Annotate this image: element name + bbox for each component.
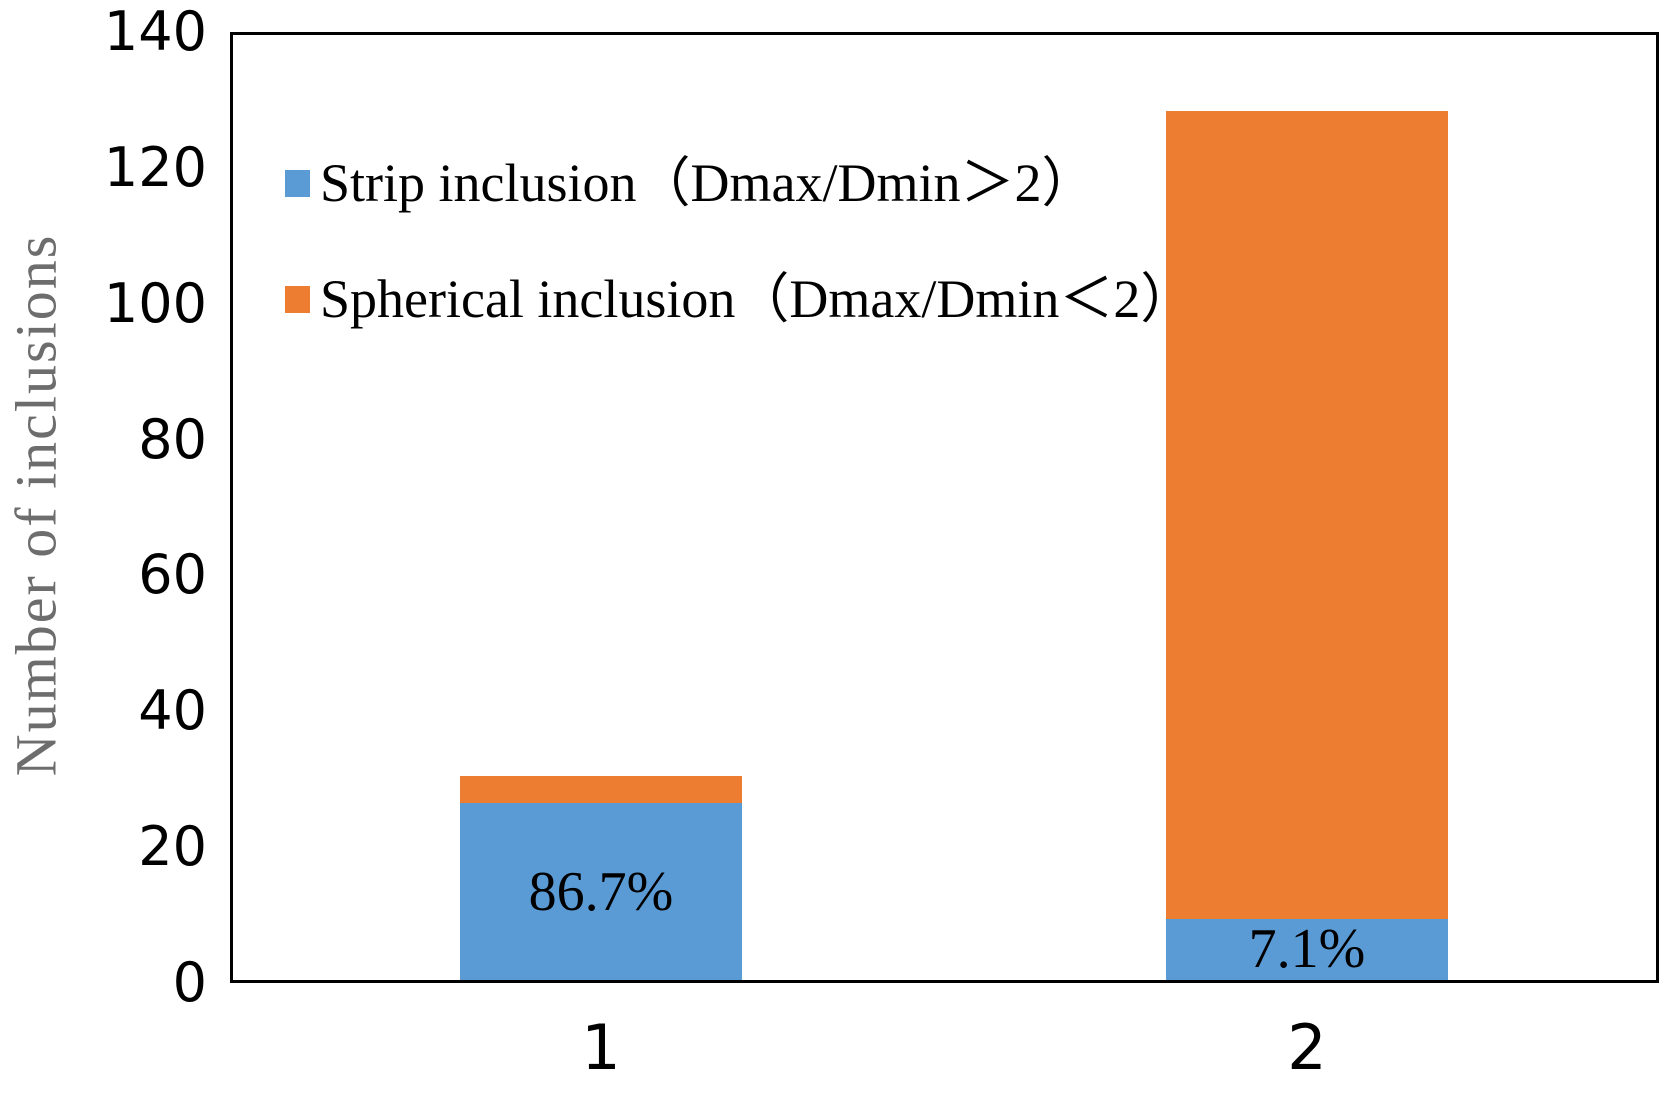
bar-1-segment-1: [460, 776, 742, 804]
legend-label: Strip inclusion（Dmax/Dmin＞2）: [320, 153, 1096, 213]
bar-2-segment-0: [1166, 918, 1448, 980]
legend-item-1: Spherical inclusion（Dmax/Dmin＜2）: [285, 263, 1194, 335]
x-tick-label-1: 1: [581, 1011, 621, 1084]
legend-square-icon: [285, 285, 310, 313]
legend-item-0: Strip inclusion（Dmax/Dmin＞2）: [285, 147, 1194, 219]
bar-2-percentage-label: 7.1%: [1248, 918, 1366, 981]
legend-label: Spherical inclusion（Dmax/Dmin＜2）: [320, 269, 1195, 329]
y-tick-label-0: 0: [172, 951, 207, 1014]
plot-area: Strip inclusion（Dmax/Dmin＞2） Spherical in…: [230, 32, 1659, 983]
y-tick-label-60: 60: [138, 543, 207, 607]
x-tick-label-2: 2: [1287, 1011, 1327, 1084]
legend: Strip inclusion（Dmax/Dmin＞2） Spherical in…: [285, 147, 1194, 379]
bar-2-segment-1: [1166, 110, 1448, 919]
y-tick-label-100: 100: [103, 271, 207, 335]
y-tick-label-140: 140: [103, 0, 207, 63]
bar-1-segment-0: [460, 803, 742, 980]
y-tick-label-20: 20: [138, 815, 207, 879]
y-tick-label-120: 120: [103, 135, 207, 199]
y-tick-label-40: 40: [138, 679, 207, 743]
y-tick-label-80: 80: [138, 407, 207, 471]
bar-1-percentage-label: 86.7%: [528, 860, 674, 923]
legend-square-icon: [285, 169, 310, 197]
